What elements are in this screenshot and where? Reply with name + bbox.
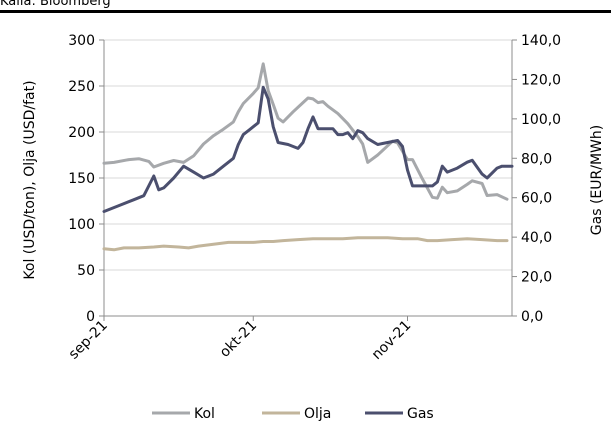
left-tick-label: 100 bbox=[68, 217, 95, 233]
legend: Kol Olja Gas bbox=[152, 406, 434, 422]
right-tick-label: 40,0 bbox=[521, 230, 552, 246]
series-line-kol bbox=[102, 62, 509, 201]
source-caption: Källa: Bloomberg bbox=[0, 0, 111, 9]
gridlines bbox=[104, 39, 512, 271]
top-rule bbox=[0, 10, 611, 13]
right-tick-label: 100,0 bbox=[521, 112, 561, 128]
legend-label-olja: Olja bbox=[304, 406, 331, 422]
right-tick-label: 80,0 bbox=[521, 151, 552, 167]
right-tick-label: 140,0 bbox=[521, 33, 561, 49]
left-tick-label: 50 bbox=[77, 263, 95, 279]
left-tick-label: 0 bbox=[86, 309, 95, 325]
legend-label-gas: Gas bbox=[407, 406, 434, 422]
series-lines bbox=[102, 62, 514, 252]
right-tick-label: 20,0 bbox=[521, 270, 552, 286]
x-tick-label: okt-21 bbox=[217, 318, 260, 361]
right-axis-label: Gas (EUR/MWh) bbox=[589, 125, 605, 235]
x-tick-label: nov-21 bbox=[369, 318, 414, 363]
right-axis-ticks: 0,0 20,0 40,0 60,0 80,0 100,0 120,0 140,0 bbox=[512, 33, 561, 325]
left-tick-label: 150 bbox=[68, 171, 95, 187]
series-line-gas bbox=[102, 85, 514, 213]
series-line-olja bbox=[102, 236, 509, 252]
right-tick-label: 60,0 bbox=[521, 191, 552, 207]
x-axis-ticks: sep-21 okt-21 nov-21 bbox=[66, 316, 414, 363]
right-tick-label: 0,0 bbox=[521, 309, 543, 325]
left-axis-ticks: 0 50 100 150 200 250 300 bbox=[68, 33, 104, 325]
left-tick-label: 300 bbox=[68, 33, 95, 49]
left-axis-label: Kol (USD/ton), Olja (USD/fat) bbox=[22, 80, 38, 279]
legend-label-kol: Kol bbox=[194, 406, 215, 422]
left-tick-label: 250 bbox=[68, 79, 95, 95]
left-tick-label: 200 bbox=[68, 125, 95, 141]
right-tick-label: 120,0 bbox=[521, 72, 561, 88]
